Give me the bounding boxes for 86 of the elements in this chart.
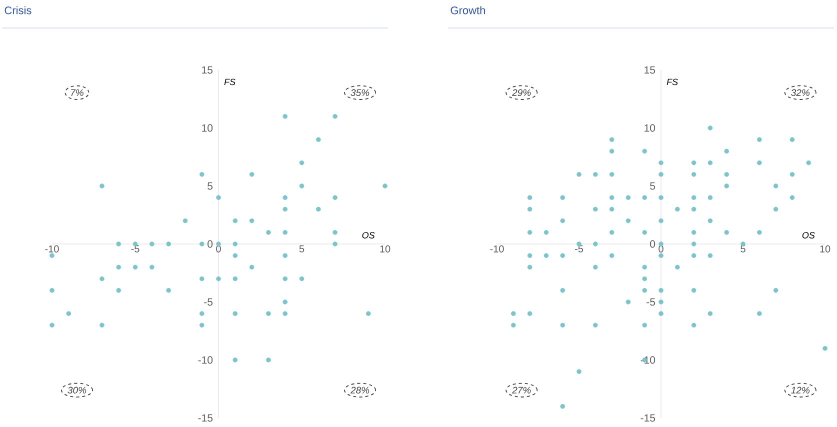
- chart-title: Growth: [450, 6, 485, 14]
- y-tick-label: -5: [646, 298, 656, 306]
- point: [282, 276, 288, 282]
- annotation: 27%: [512, 386, 531, 394]
- y-tick-label: -10: [198, 356, 213, 364]
- point: [299, 276, 304, 282]
- point: [150, 264, 154, 270]
- point: [116, 288, 122, 293]
- point: [282, 253, 288, 258]
- x-tick-label: 10: [820, 245, 830, 252]
- annotation: 7%: [71, 89, 84, 96]
- point: [282, 206, 288, 212]
- x-axis-title: OS: [802, 232, 815, 238]
- point: [66, 311, 72, 316]
- point: [166, 242, 171, 246]
- point: [232, 242, 238, 246]
- y-tick-label: 15: [644, 66, 656, 74]
- point: [266, 230, 271, 235]
- y-tick-label: -5: [204, 298, 213, 306]
- point: [282, 300, 288, 304]
- point: [50, 322, 54, 328]
- point: [216, 195, 221, 200]
- y-tick-label: -15: [198, 414, 213, 422]
- point: [116, 264, 122, 270]
- x-tick-label: -5: [131, 245, 140, 252]
- x-tick-label: 10: [380, 245, 390, 252]
- point: [332, 114, 338, 119]
- y-tick-label: 5: [208, 182, 213, 190]
- point: [316, 206, 321, 212]
- point: [282, 114, 288, 119]
- point: [232, 358, 238, 362]
- point: [366, 311, 371, 316]
- y-tick-label: 10: [644, 124, 656, 132]
- point: [232, 311, 238, 316]
- point: [50, 288, 54, 293]
- point: [182, 218, 188, 224]
- y-tick-label: 5: [650, 182, 656, 190]
- point: [199, 172, 204, 177]
- point: [100, 322, 104, 328]
- point: [166, 288, 171, 293]
- y-axis-title: FS: [666, 78, 678, 86]
- point: [150, 242, 154, 246]
- y-tick-label: 10: [202, 124, 213, 132]
- annotation: 30%: [68, 386, 86, 394]
- annotation: 28%: [350, 386, 370, 394]
- point: [132, 264, 138, 270]
- point: [316, 137, 321, 142]
- x-axis-title: OS: [362, 232, 375, 238]
- point: [266, 311, 271, 316]
- point: [50, 253, 54, 258]
- point: [282, 311, 288, 316]
- point: [232, 253, 238, 258]
- point: [216, 276, 221, 282]
- point: [199, 276, 204, 282]
- point: [249, 218, 254, 224]
- y-tick-label: 15: [202, 66, 213, 74]
- annotation: 35%: [350, 89, 370, 96]
- annotation: 12%: [791, 386, 810, 394]
- point: [332, 195, 338, 200]
- point: [332, 230, 338, 235]
- point: [299, 160, 304, 166]
- annotation: 29%: [512, 89, 531, 96]
- annotation: 32%: [791, 89, 810, 96]
- point: [100, 184, 104, 188]
- point: [100, 276, 104, 282]
- point: [249, 172, 254, 177]
- x-tick-label: -10: [490, 245, 504, 252]
- point: [266, 358, 271, 362]
- point: [249, 264, 254, 270]
- point: [199, 242, 204, 246]
- point: [332, 242, 338, 246]
- point: [299, 184, 304, 188]
- point: [199, 311, 204, 316]
- x-tick-label: 5: [299, 245, 304, 252]
- x-tick-label: -10: [45, 245, 59, 252]
- point: [382, 184, 388, 188]
- point: [116, 242, 122, 246]
- point: [282, 195, 288, 200]
- point: [282, 230, 288, 235]
- y-axis-title: FS: [224, 78, 236, 86]
- y-tick-label: -15: [640, 414, 656, 422]
- chart-title: Crisis: [4, 6, 32, 14]
- point: [199, 322, 204, 328]
- point: [232, 276, 238, 282]
- x-tick-label: -5: [575, 245, 584, 252]
- point: [232, 218, 238, 224]
